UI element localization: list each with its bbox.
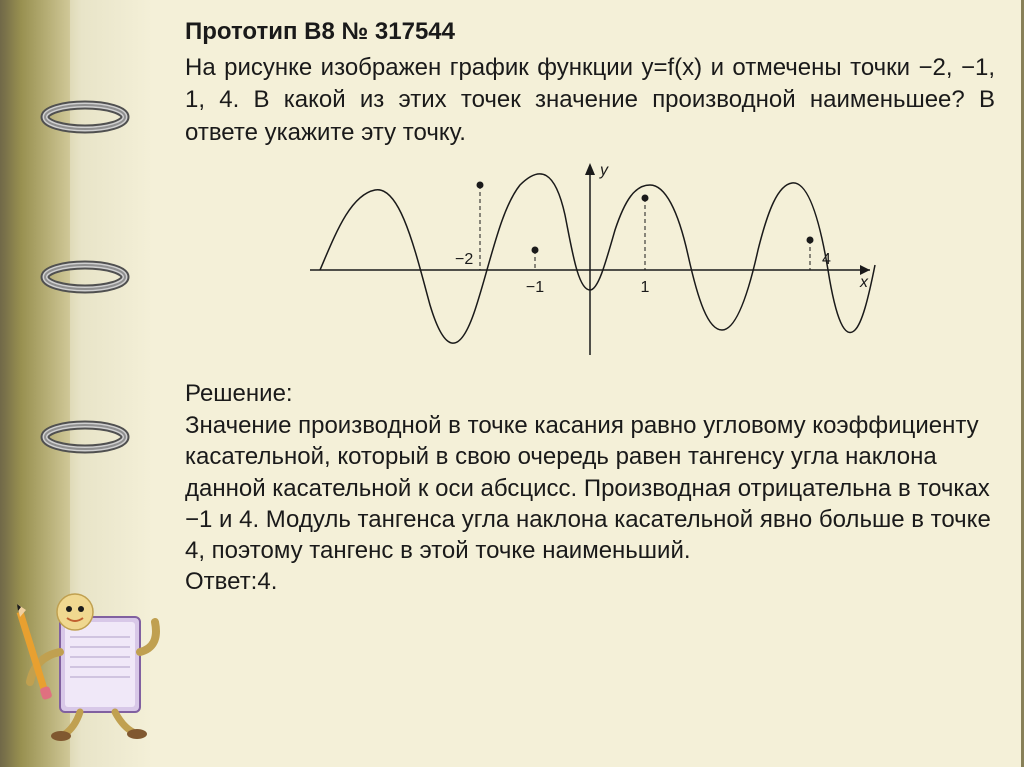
- problem-text: На рисунке изображен график функции y=f(…: [185, 52, 995, 149]
- axis-point-label: −1: [526, 279, 544, 296]
- solution-label: Решение:: [185, 380, 995, 408]
- problem-title: Прототип B8 № 317544: [185, 18, 995, 46]
- curve: [320, 174, 875, 343]
- axis-point-label: 4: [822, 251, 831, 268]
- binder-ring-icon: [40, 255, 130, 300]
- binder-ring-icon: [40, 415, 130, 460]
- axis-point-label: −2: [455, 251, 473, 268]
- answer-text: Ответ:4.: [185, 568, 995, 596]
- page-background: Прототип B8 № 317544 На рисунке изображе…: [0, 0, 1024, 767]
- function-graph: y x −2 −1 1 4: [185, 155, 995, 370]
- axis-point-label: 1: [641, 279, 650, 296]
- y-axis-label: y: [599, 162, 609, 179]
- solution-text: Значение производной в точке касания рав…: [185, 410, 995, 566]
- binder-ring-icon: [40, 95, 130, 140]
- mascot-icon: [5, 562, 175, 742]
- x-axis-label: x: [859, 274, 869, 291]
- content-area: Прототип B8 № 317544 На рисунке изображе…: [185, 18, 995, 596]
